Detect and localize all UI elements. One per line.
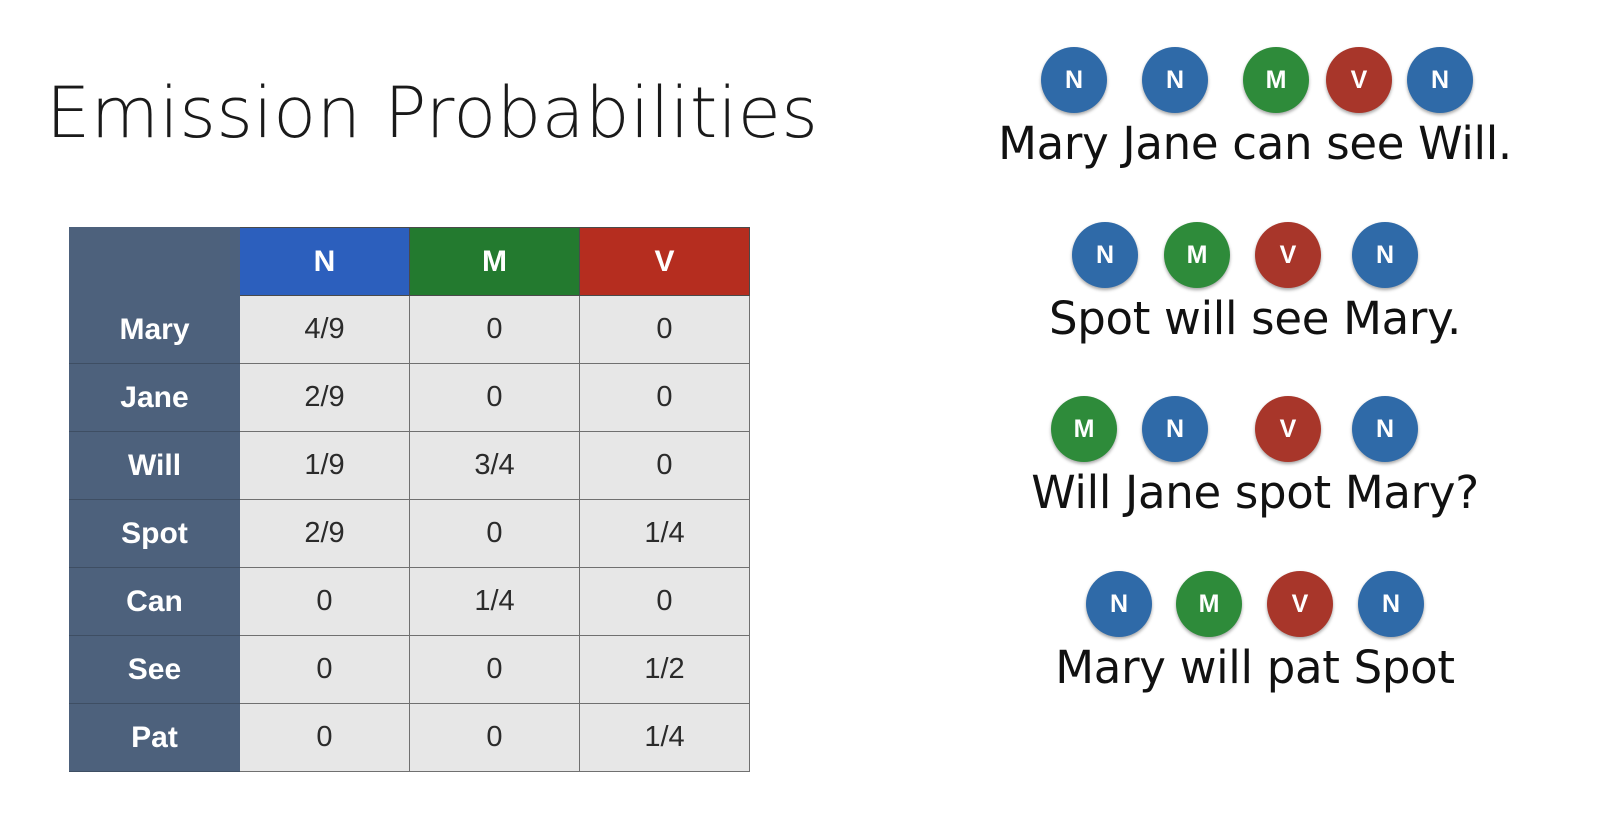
table-cell: 0 [409,703,580,772]
table-row: Pat 0 0 1/4 [69,703,750,772]
tag-circle: N [1142,47,1208,113]
tagged-sentence: N M V N Mary will pat Spot [975,571,1535,694]
table-cell: 0 [409,635,580,704]
row-header-word: Jane [69,363,240,432]
tagged-sentence: N M V N Spot will see Mary. [975,222,1535,345]
tagged-sentence: M N V N Will Jane spot Mary? [975,396,1535,519]
row-header-word: Mary [69,295,240,364]
tag-circle: M [1243,47,1309,113]
table-cell: 0 [239,703,410,772]
tag-circle: M [1164,222,1230,288]
row-header-word: Spot [69,499,240,568]
table-row: Can 0 1/4 0 [69,567,750,636]
tag-circle: V [1255,222,1321,288]
tag-circle: N [1041,47,1107,113]
tag-circle: M [1176,571,1242,637]
sentence-text: Spot will see Mary. [1048,292,1462,345]
row-header-word: Can [69,567,240,636]
table-row: Jane 2/9 0 0 [69,363,750,432]
table-cell: 1/2 [579,635,750,704]
tagged-sentence: N N M V N Mary Jane can see Will. [975,47,1535,170]
tag-circle: V [1255,396,1321,462]
table-cell: 0 [579,363,750,432]
tag-circle: N [1072,222,1138,288]
table-row: Mary 4/9 0 0 [69,295,750,364]
tag-circle: V [1326,47,1392,113]
row-header-word: Will [69,431,240,500]
column-header-n: N [239,227,410,296]
column-header-m: M [409,227,580,296]
column-header-v: V [579,227,750,296]
table-cell: 0 [409,363,580,432]
tag-circle: M [1051,396,1117,462]
row-header-word: Pat [69,703,240,772]
table-cell: 1/4 [409,567,580,636]
sentence-text: Mary Jane can see Will. [998,117,1512,170]
table-cell: 2/9 [239,363,410,432]
tag-sequence: N M V N [975,571,1535,639]
tag-circle: N [1086,571,1152,637]
table-cell: 0 [579,295,750,364]
table-corner-cell [69,227,240,296]
table-cell: 0 [409,499,580,568]
table-cell: 3/4 [409,431,580,500]
tag-circle: N [1352,222,1418,288]
table-row: See 0 0 1/2 [69,635,750,704]
table-cell: 0 [579,431,750,500]
table-cell: 0 [409,295,580,364]
table-cell: 0 [239,567,410,636]
tag-circle: N [1352,396,1418,462]
tag-sequence: M N V N [975,396,1535,464]
tag-circle: N [1358,571,1424,637]
sentence-text: Will Jane spot Mary? [1031,466,1479,519]
tag-sequence: N N M V N [975,47,1535,115]
page-title: Emission Probabilities [46,72,819,154]
tag-circle: N [1142,396,1208,462]
table-row: Will 1/9 3/4 0 [69,431,750,500]
tag-sequence: N M V N [975,222,1535,290]
table-cell: 0 [579,567,750,636]
table-cell: 0 [239,635,410,704]
sentence-text: Mary will pat Spot [1055,641,1455,694]
emission-probability-table: N M V Mary 4/9 0 0 Jane 2/9 0 0 Will 1/9… [69,227,750,772]
row-header-word: See [69,635,240,704]
tag-circle: N [1407,47,1473,113]
table-row: Spot 2/9 0 1/4 [69,499,750,568]
tag-circle: V [1267,571,1333,637]
table-cell: 1/9 [239,431,410,500]
table-cell: 4/9 [239,295,410,364]
table-cell: 2/9 [239,499,410,568]
table-header-row: N M V [69,227,750,296]
table-cell: 1/4 [579,499,750,568]
table-cell: 1/4 [579,703,750,772]
